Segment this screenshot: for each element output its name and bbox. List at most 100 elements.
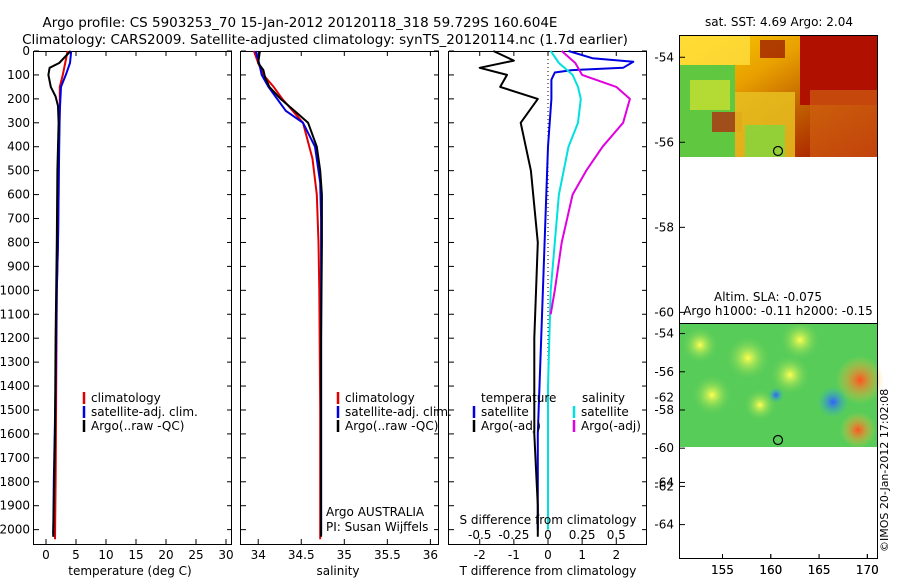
sst-map [679, 35, 878, 559]
legend-label-satellite: satellite-adj. clim. [345, 405, 452, 419]
sla-field-patch [682, 327, 718, 363]
chart-subtitle: Climatology: CARS2009. Satellite-adjuste… [22, 32, 628, 48]
sst-map-axes: 155 160 165 170-54-56-58-60-62-64 [654, 50, 878, 577]
map-x-tick-label: 155 [711, 563, 734, 577]
y-tick-label: 500 [7, 164, 30, 178]
series-temperature-satellite [536, 50, 635, 530]
legend-label-argo: Argo(..raw -QC) [91, 419, 184, 433]
y-tick-label: 0 [22, 44, 30, 58]
y-tick-label: 1600 [0, 427, 30, 441]
sla-field-patch [840, 412, 876, 448]
x2-tick-label: -0.5 [468, 528, 491, 542]
map-y-tick-label: -54 [654, 50, 674, 64]
salinity-legend: climatology satellite-adj. clim. Argo(..… [336, 391, 452, 433]
map-y-tick-label: -64 [654, 475, 674, 489]
difference-x2label: S difference from climatology [460, 513, 637, 527]
x-tick-label: -2 [474, 548, 486, 562]
map-y-tick-label: -58 [654, 220, 674, 234]
legend-title-temperature: temperature [481, 391, 556, 405]
pi-label: PI: Susan Wijffels [326, 520, 428, 534]
x2-tick-label: 0.5 [607, 528, 626, 542]
legend-label-argo: Argo(..raw -QC) [345, 419, 438, 433]
sst-field-patch [690, 80, 730, 110]
legend-label-s-argo: Argo(-adj) [581, 419, 641, 433]
temperature-axes [33, 51, 232, 545]
sla-field-patch [836, 356, 884, 404]
sla-map-title-line2: Argo h1000: -0.11 h2000: -0.15 [683, 304, 873, 318]
sst-field-patch [810, 90, 877, 157]
series-argo-raw-qc [257, 50, 323, 537]
x-tick-label: 0 [42, 548, 50, 562]
sla-field-patch [768, 387, 784, 403]
float-position-marker [772, 434, 784, 446]
legend-label-s-satellite: satellite [581, 405, 629, 419]
x-tick-label: 5 [72, 548, 80, 562]
y-tick-label: 2000 [0, 523, 30, 537]
x-tick-label: 0 [544, 548, 552, 562]
sla-map-frame [679, 323, 878, 559]
sst-field-patch [680, 65, 735, 157]
difference-legend: temperature salinity satellite Argo(-adj… [472, 391, 641, 433]
salinity-axes [240, 51, 439, 545]
sst-field-patch [680, 35, 750, 65]
sla-field-patch [744, 389, 776, 421]
map-x-tick-label: 155 [711, 563, 734, 577]
y-tick-label: 800 [7, 235, 30, 249]
series-salinity-satellite [547, 50, 582, 530]
imos-watermark: ©IMOS 20-Jan-2012 17:02:08 [878, 389, 891, 552]
x-tick-label: -1 [508, 548, 520, 562]
sla-field-patch [726, 336, 770, 380]
map-y-tick-label: -58 [654, 403, 674, 417]
map-y-tick-label: -60 [654, 441, 674, 455]
map-x-tick-label: 160 [759, 563, 782, 577]
y-tick-label: 700 [7, 212, 30, 226]
map-y-tick-label: -56 [654, 365, 674, 379]
x-tick-label: 2 [612, 548, 620, 562]
sla-field-patch [770, 355, 810, 395]
series-satellite-adj-clim [254, 50, 323, 535]
salinity-xlabel: salinity [316, 564, 359, 578]
temperature-xlabel: temperature (deg C) [68, 564, 191, 578]
y-tick-label: 200 [7, 92, 30, 106]
sla-map-title-line1: Altim. SLA: -0.075 [714, 290, 822, 304]
sst-field-patch [760, 40, 785, 58]
series-climatology [252, 50, 322, 540]
y-tick-label: 1800 [0, 475, 30, 489]
legend-label-t-argo: Argo(-adj) [481, 419, 541, 433]
y-tick-label: 1900 [0, 499, 30, 513]
y-tick-label: 1100 [0, 307, 30, 321]
x-tick-label: 35.5 [374, 548, 401, 562]
x-tick-label: 15 [128, 548, 143, 562]
sla-field-patch [817, 386, 849, 418]
series-argo-raw-qc [47, 50, 72, 537]
x-tick-label: 34 [251, 548, 266, 562]
map-y-tick-label: -60 [654, 305, 674, 319]
temperature-chart: 0100200300400500600700800900100011001200… [0, 44, 234, 562]
sst-field-patch [712, 112, 742, 132]
y-tick-label: 300 [7, 116, 30, 130]
map-y-tick-label: -62 [654, 479, 674, 493]
x-tick-label: 10 [98, 548, 113, 562]
map-x-tick-label: 170 [856, 563, 879, 577]
x-tick-label: 34.5 [288, 548, 315, 562]
map-y-tick-label: -56 [654, 135, 674, 149]
float-position-marker [772, 145, 784, 157]
map-x-tick-label: 165 [808, 563, 831, 577]
legend-label-satellite: satellite-adj. clim. [91, 405, 198, 419]
x-tick-label: 1 [578, 548, 586, 562]
sla-map-axes: 155 160 165 170-54-56-58-60-62-64 [654, 327, 878, 577]
map-x-tick-label: 170 [856, 563, 879, 577]
float-owner-label: Argo AUSTRALIA [326, 505, 425, 519]
map-y-tick-label: -64 [654, 518, 674, 532]
difference-xlabel: T difference from climatology [459, 564, 637, 578]
temperature-legend: climatology satellite-adj. clim. Argo(..… [82, 391, 198, 433]
y-tick-label: 400 [7, 140, 30, 154]
sla-field-patch [692, 375, 732, 415]
legend-label-climatology: climatology [91, 391, 161, 405]
x-tick-label: 35 [337, 548, 352, 562]
sst-map-title: sat. SST: 4.69 Argo: 2.04 [705, 15, 853, 29]
series-temperature-argo-adj [478, 50, 539, 537]
x2-tick-label: -0.25 [498, 528, 529, 542]
map-y-tick-label: -62 [654, 390, 674, 404]
